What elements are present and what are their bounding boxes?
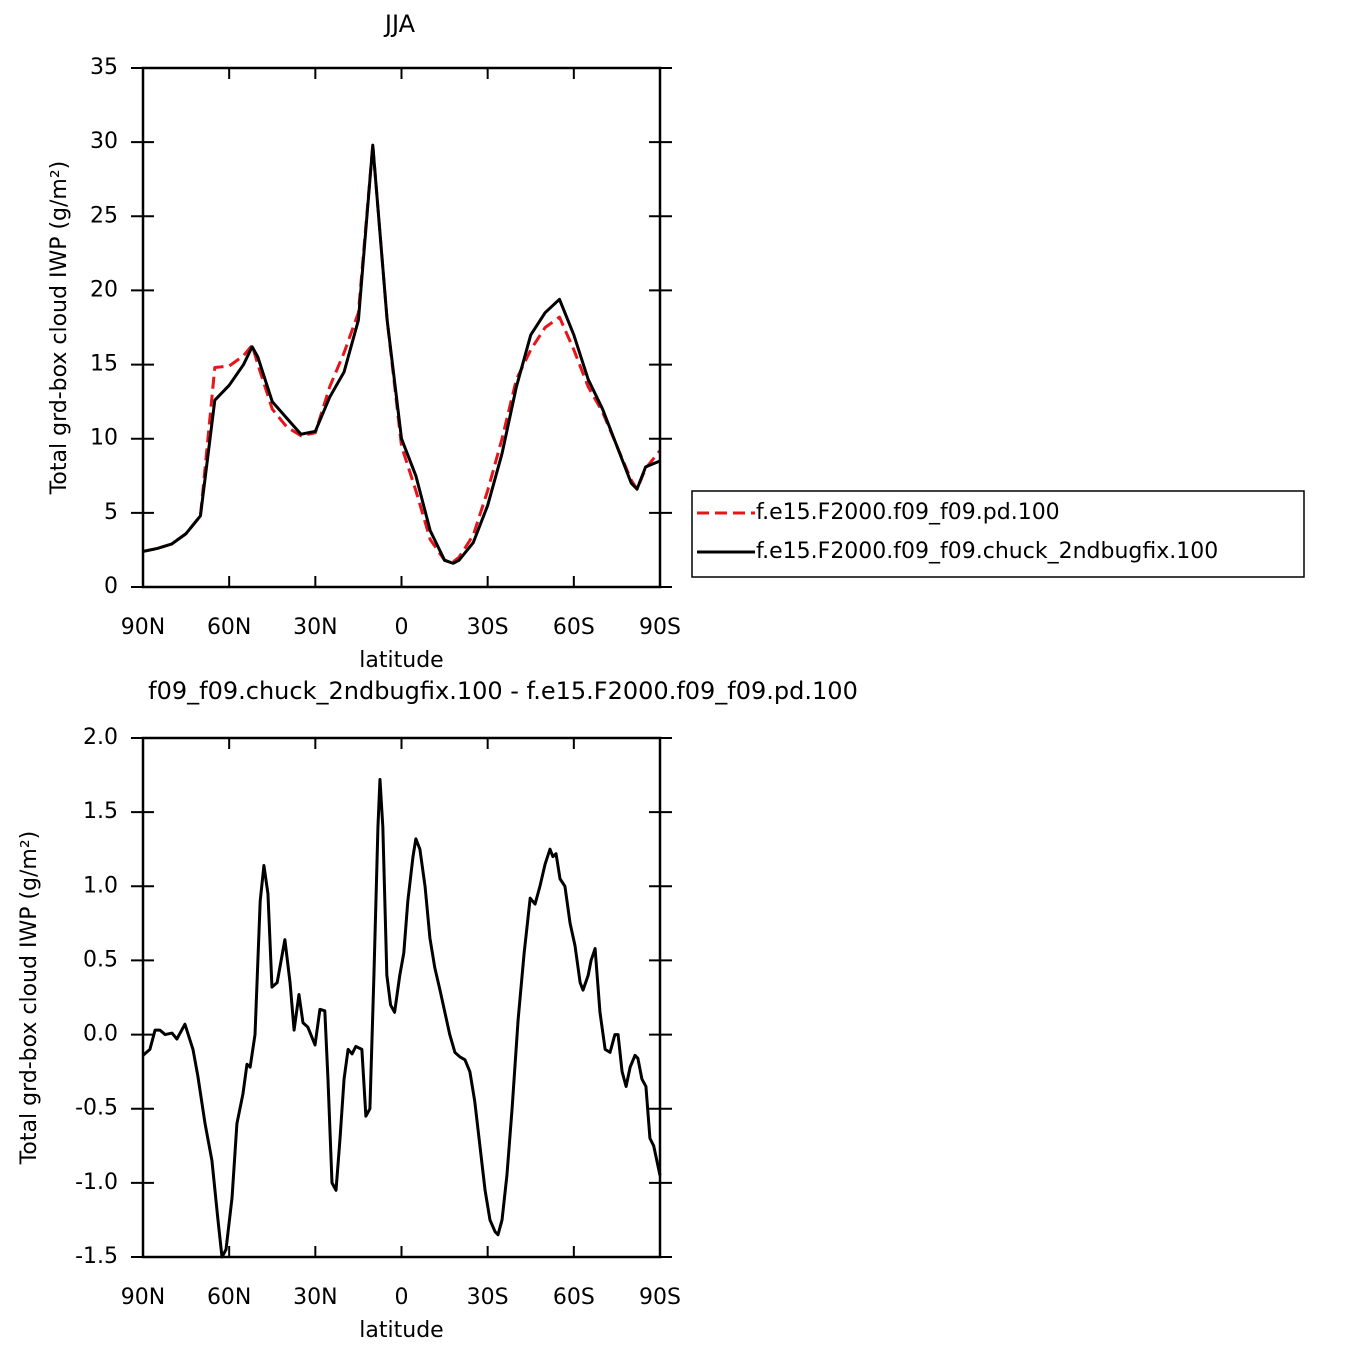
x-tick-label: 60S (553, 1285, 595, 1310)
x-tick-label: 0 (395, 615, 409, 640)
x-tick-label: 30N (293, 615, 337, 640)
plot-frame (141, 66, 662, 589)
legend-label: f.e15.F2000.f09_f09.pd.100 (756, 500, 1060, 525)
y-tick-label: 20 (90, 277, 118, 302)
y-tick-label: 2.0 (83, 725, 118, 750)
x-tick-label: 60N (207, 1285, 251, 1310)
data-line (142, 143, 662, 564)
x-tick-label: 30S (467, 1285, 509, 1310)
x-tick-label: 30N (293, 1285, 337, 1310)
x-tick-label: 30S (467, 615, 509, 640)
legend-label: f.e15.F2000.f09_f09.chuck_2ndbugfix.100 (756, 539, 1218, 564)
data-line (142, 143, 661, 565)
chart-title: JJA (383, 10, 416, 38)
y-tick-label: 0.5 (83, 947, 118, 972)
data-line (142, 778, 662, 1259)
y-tick-label: -0.5 (75, 1096, 118, 1121)
x-tick-label: 90N (121, 1285, 165, 1310)
y-tick-label: 1.0 (83, 873, 118, 898)
y-tick-label: 25 (90, 203, 118, 228)
y-axis-label: Total grd-box cloud IWP (g/m²) (17, 831, 42, 1166)
y-tick-label: -1.0 (75, 1170, 118, 1195)
y-tick-label: 0.0 (83, 1022, 118, 1047)
y-tick-label: 5 (104, 500, 118, 525)
y-tick-label: 0 (104, 574, 118, 599)
x-tick-label: 90S (639, 615, 681, 640)
chart-title: f09_f09.chuck_2ndbugfix.100 - f.e15.F200… (148, 677, 858, 705)
x-tick-label: 90N (121, 615, 165, 640)
y-tick-label: -1.5 (75, 1244, 118, 1269)
x-tick-label: 0 (395, 1285, 409, 1310)
y-tick-label: 10 (90, 426, 118, 451)
x-axis-label: latitude (359, 648, 443, 673)
legend: f.e15.F2000.f09_f09.pd.100 f.e15.F2000.f0… (691, 490, 1305, 578)
y-tick-label: 15 (90, 352, 118, 377)
y-axis-label: Total grd-box cloud IWP (g/m²) (47, 161, 72, 496)
y-tick-label: 30 (90, 129, 118, 154)
y-tick-label: 1.5 (83, 799, 118, 824)
x-axis-label: latitude (359, 1318, 443, 1343)
legend-box (691, 490, 1305, 578)
y-tick-label: 35 (90, 55, 118, 80)
plot-frame (141, 736, 662, 1259)
x-tick-label: 60S (553, 615, 595, 640)
x-tick-label: 60N (207, 615, 251, 640)
x-tick-label: 90S (639, 1285, 681, 1310)
